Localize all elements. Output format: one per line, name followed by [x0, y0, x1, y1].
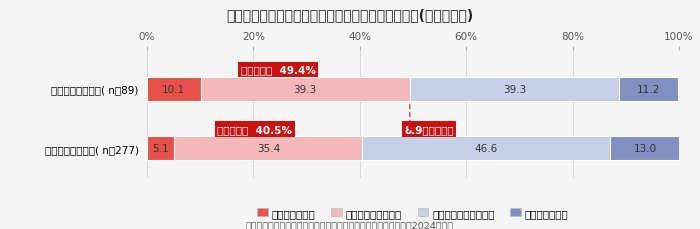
Text: 13.0: 13.0: [634, 144, 657, 154]
Text: 11.2: 11.2: [637, 84, 660, 94]
Text: 8.9ポイント差: 8.9ポイント差: [404, 125, 454, 134]
Bar: [147, 77, 201, 101]
Text: 46.6: 46.6: [475, 144, 498, 154]
Text: こだわる派  49.4%: こだわる派 49.4%: [241, 65, 316, 75]
Text: 39.3: 39.3: [503, 84, 526, 94]
Bar: [147, 137, 174, 161]
Bar: [363, 137, 610, 161]
Text: 積水ハウス株式会社　住生活研究所「インテリアに関する調査（2024年）」: 積水ハウス株式会社 住生活研究所「インテリアに関する調査（2024年）」: [246, 220, 454, 229]
Bar: [201, 77, 410, 101]
Text: 5.1: 5.1: [153, 144, 169, 154]
Legend: こだわりがある, ややこだわりがある, あまりこだわりはない, こだわりがない: こだわりがある, ややこだわりがある, あまりこだわりはない, こだわりがない: [253, 204, 573, 222]
Text: インテリアのこだわり有無｜在宅勤務経験有無比較(就業者のみ): インテリアのこだわり有無｜在宅勤務経験有無比較(就業者のみ): [226, 8, 474, 22]
Bar: [174, 137, 363, 161]
Text: 39.3: 39.3: [293, 84, 317, 94]
Bar: [619, 77, 678, 101]
Text: こだわる派  40.5%: こだわる派 40.5%: [217, 125, 292, 134]
Bar: [610, 137, 680, 161]
Text: 35.4: 35.4: [257, 144, 280, 154]
Text: 10.1: 10.1: [162, 84, 186, 94]
Bar: [410, 77, 619, 101]
